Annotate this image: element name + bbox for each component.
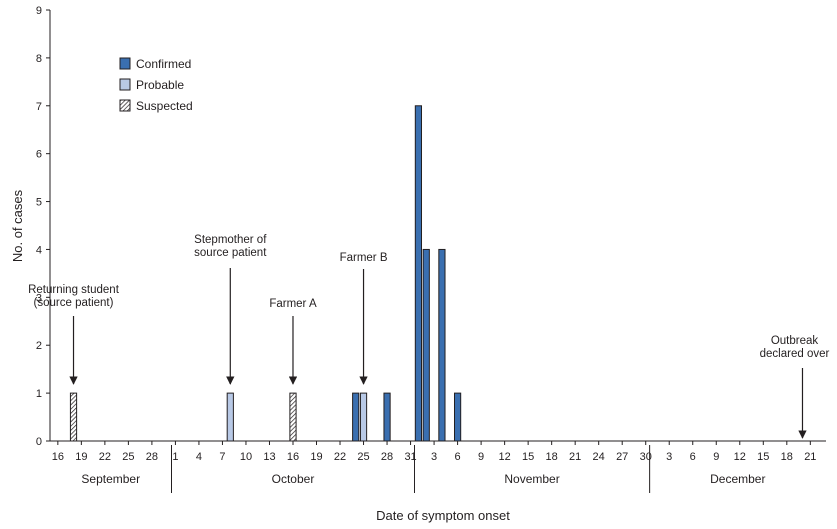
x-axis: 16 19 22 25 28 1 4 7 10 13 16 19 22 25 28 31 3 6 9 12 15 18 21… <box>50 440 826 523</box>
y-tick-label: 7 <box>36 101 42 113</box>
legend-swatch-confirmed <box>119 57 131 70</box>
annotations-layer: Returning student(source patient) Stepmot… <box>28 234 830 439</box>
x-tick-label: 22 <box>99 451 111 463</box>
bar-confirmed <box>352 392 360 442</box>
bar-probable <box>359 392 368 442</box>
x-tick-label: 16 <box>287 451 299 463</box>
x-tick-label: 16 <box>52 451 64 463</box>
x-tick-label: 15 <box>522 451 534 463</box>
x-tick-label: 21 <box>569 451 581 463</box>
annotation-label: Farmer A <box>269 298 317 310</box>
y-tick-label: 0 <box>36 436 42 448</box>
bar-suspected <box>289 392 297 442</box>
bars-layer <box>69 105 462 442</box>
y-axis-title: No. of cases <box>10 189 25 262</box>
y-tick-label: 6 <box>36 149 42 161</box>
y-tick-label: 1 <box>36 388 42 400</box>
annotation-label: declared over <box>760 348 830 360</box>
bar-confirmed <box>422 248 430 442</box>
x-tick-label: 3 <box>431 451 437 463</box>
x-tick-label: 18 <box>781 451 793 463</box>
x-tick-label: 19 <box>310 451 322 463</box>
x-tick-label: 1 <box>172 451 178 463</box>
legend: Confirmed Probable Suspected <box>119 57 193 113</box>
annotation-label: Stepmother of <box>194 234 267 246</box>
legend-label: Probable <box>136 78 184 92</box>
x-tick-label: 24 <box>593 451 605 463</box>
x-tick-label: 4 <box>196 451 202 463</box>
x-tick-label: 6 <box>690 451 696 463</box>
month-label: November <box>504 472 559 486</box>
bar-suspected <box>69 392 78 442</box>
bar-confirmed <box>438 248 446 442</box>
x-tick-label: 27 <box>616 451 628 463</box>
annotation-label: (source patient) <box>34 297 114 309</box>
x-tick-label: 10 <box>240 451 252 463</box>
x-tick-label: 18 <box>546 451 558 463</box>
y-tick-label: 8 <box>36 53 42 65</box>
bar-confirmed <box>414 105 423 442</box>
x-tick-label: 28 <box>381 451 393 463</box>
x-tick-label: 19 <box>75 451 87 463</box>
x-tick-label: 12 <box>499 451 511 463</box>
x-tick-label: 21 <box>804 451 816 463</box>
x-tick-label: 9 <box>478 451 484 463</box>
legend-swatch-suspected <box>119 99 131 112</box>
bar-confirmed <box>383 392 391 442</box>
legend-label: Confirmed <box>136 57 191 71</box>
y-tick-label: 5 <box>36 197 42 209</box>
x-tick-label: 25 <box>357 451 369 463</box>
legend-swatch-probable <box>119 78 131 91</box>
y-tick-label: 9 <box>36 5 42 17</box>
annotation-label: source patient <box>194 247 267 259</box>
x-tick-label: 7 <box>219 451 225 463</box>
y-axis: 0 1 2 3 4 5 6 7 8 9 No. of cases <box>10 5 51 448</box>
month-label: December <box>710 472 765 486</box>
x-tick-label: 3 <box>666 451 672 463</box>
month-label: September <box>81 472 140 486</box>
x-tick-label: 30 <box>640 451 652 463</box>
month-label: October <box>272 472 315 486</box>
annotation-label: Farmer B <box>340 252 388 264</box>
legend-label: Suspected <box>136 99 193 113</box>
annotation-label: Returning student <box>28 284 120 296</box>
x-tick-label: 12 <box>734 451 746 463</box>
bar-confirmed <box>453 392 462 442</box>
y-tick-label: 3 <box>36 292 42 304</box>
x-tick-label: 25 <box>122 451 134 463</box>
bar-probable <box>226 392 234 442</box>
annotation-label: Outbreak <box>771 335 819 347</box>
y-tick-label: 4 <box>36 244 42 256</box>
x-tick-label: 31 <box>404 451 416 463</box>
x-tick-label: 15 <box>757 451 769 463</box>
x-tick-label: 28 <box>146 451 158 463</box>
y-tick-label: 2 <box>36 340 42 352</box>
x-axis-title: Date of symptom onset <box>376 508 510 523</box>
x-tick-label: 6 <box>455 451 461 463</box>
x-tick-label: 13 <box>263 451 275 463</box>
x-tick-label: 22 <box>334 451 346 463</box>
x-tick-label: 9 <box>713 451 719 463</box>
